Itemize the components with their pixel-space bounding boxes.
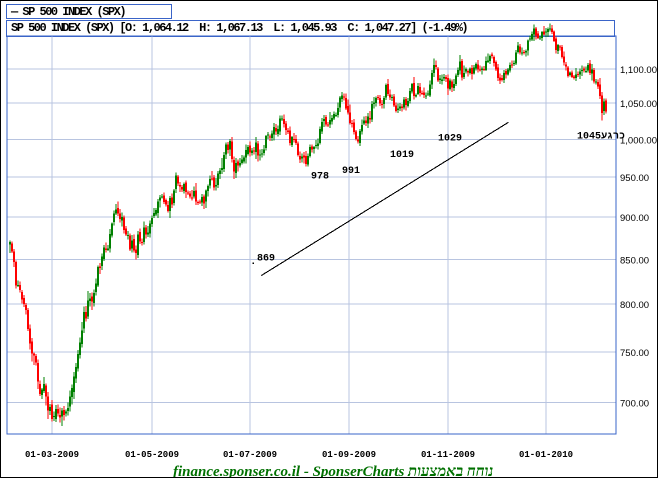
- svg-text:978: 978: [311, 172, 329, 183]
- svg-text:1045: 1045: [577, 132, 601, 143]
- svg-text:01-03-2009: 01-03-2009: [25, 450, 79, 460]
- svg-text:1029: 1029: [438, 134, 462, 145]
- svg-text:1,050.00: 1,050.00: [620, 99, 657, 110]
- svg-text:991: 991: [342, 166, 360, 177]
- svg-text:1019: 1019: [390, 150, 414, 161]
- svg-text:700.00: 700.00: [620, 399, 649, 410]
- svg-text:800.00: 800.00: [620, 300, 649, 311]
- svg-text:900.00: 900.00: [620, 213, 649, 224]
- svg-text:01-05-2009: 01-05-2009: [125, 450, 179, 460]
- svg-text:1,100.00: 1,100.00: [620, 65, 657, 76]
- svg-text:01-11-2009: 01-11-2009: [421, 450, 475, 460]
- svg-text:01-09-2009: 01-09-2009: [322, 450, 376, 460]
- svg-text:850.00: 850.00: [620, 255, 649, 266]
- svg-text:01-07-2009: 01-07-2009: [223, 450, 277, 460]
- svg-text:1,000.00: 1,000.00: [620, 135, 657, 146]
- svg-text:01-01-2010: 01-01-2010: [519, 450, 573, 460]
- svg-text:950.00: 950.00: [620, 173, 649, 184]
- svg-text:750.00: 750.00: [620, 348, 649, 359]
- svg-text:869: 869: [257, 254, 275, 265]
